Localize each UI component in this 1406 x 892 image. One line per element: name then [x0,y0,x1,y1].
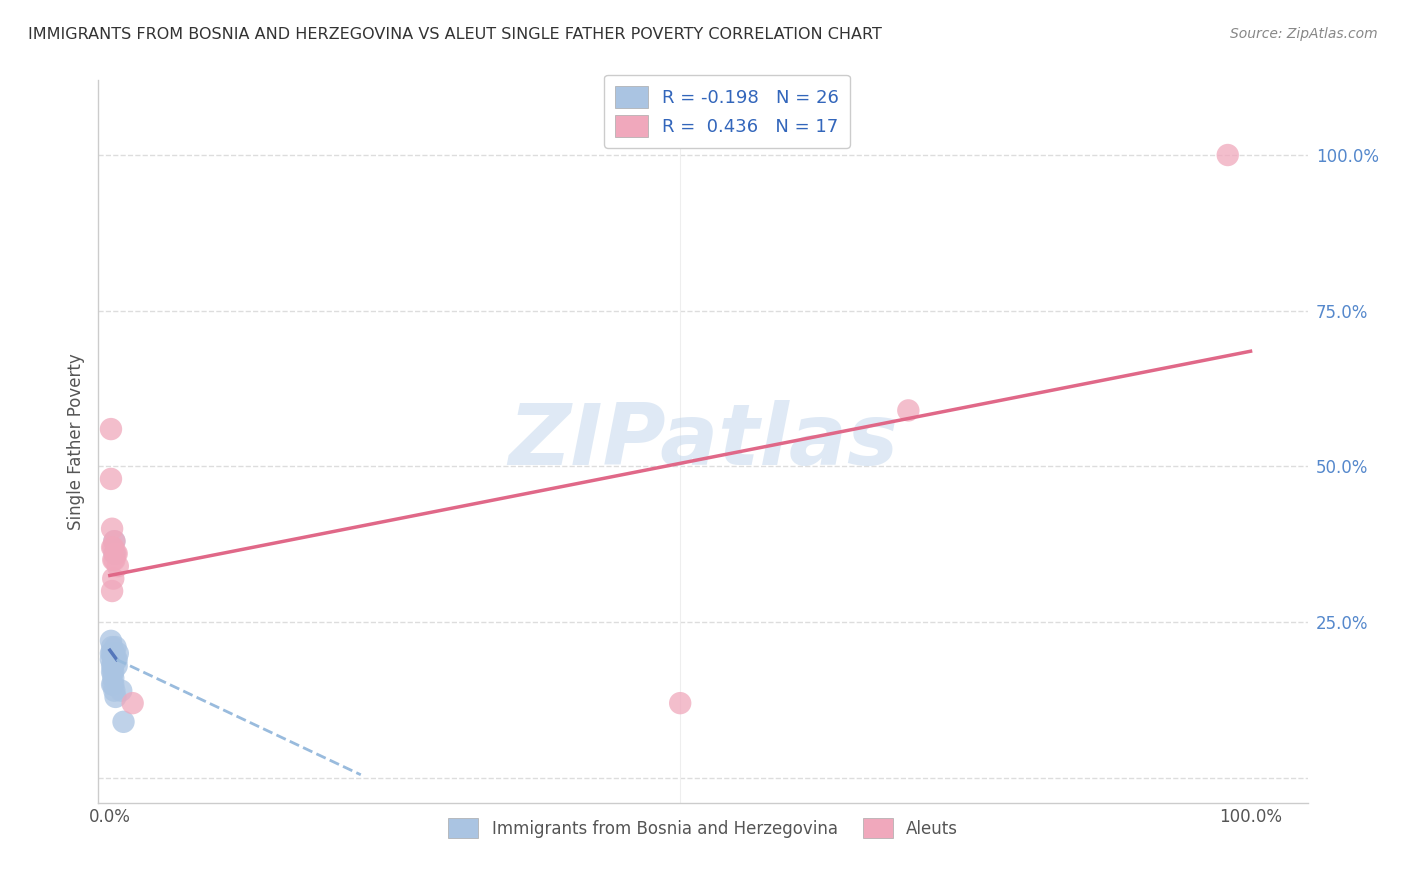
Point [121,696,143,710]
Point [103,683,125,698]
Point [103,646,125,660]
Point [669,696,692,710]
Point [100,472,122,486]
Y-axis label: Single Father Poverty: Single Father Poverty [67,353,86,530]
Point [101,541,124,555]
Point [101,584,124,599]
Point [107,646,129,660]
Point [104,547,127,561]
Point [104,690,127,704]
Point [101,522,124,536]
Point [103,572,125,586]
Point [103,677,125,691]
Point [104,652,127,666]
Point [101,677,124,691]
Point [103,534,125,549]
Point [103,553,125,567]
Point [103,553,125,567]
Point [100,646,122,660]
Point [103,541,125,555]
Point [103,646,125,660]
Point [112,714,135,729]
Point [105,652,128,666]
Point [103,547,125,561]
Point [103,652,125,666]
Point [101,646,124,660]
Point [101,640,124,654]
Point [110,683,132,698]
Legend: Immigrants from Bosnia and Herzegovina, Aleuts: Immigrants from Bosnia and Herzegovina, … [441,812,965,845]
Text: ZIPatlas: ZIPatlas [508,400,898,483]
Point [103,665,125,679]
Point [100,652,122,666]
Point [100,422,122,436]
Text: IMMIGRANTS FROM BOSNIA AND HERZEGOVINA VS ALEUT SINGLE FATHER POVERTY CORRELATIO: IMMIGRANTS FROM BOSNIA AND HERZEGOVINA V… [28,27,882,42]
Point [103,534,125,549]
Point [107,559,129,574]
Point [100,633,122,648]
Point [897,403,920,417]
Point [1216,148,1239,162]
Point [104,640,127,654]
Point [101,665,124,679]
Point [105,658,128,673]
Point [101,658,124,673]
Point [105,547,128,561]
Point [103,671,125,685]
Point [103,658,125,673]
Text: Source: ZipAtlas.com: Source: ZipAtlas.com [1230,27,1378,41]
